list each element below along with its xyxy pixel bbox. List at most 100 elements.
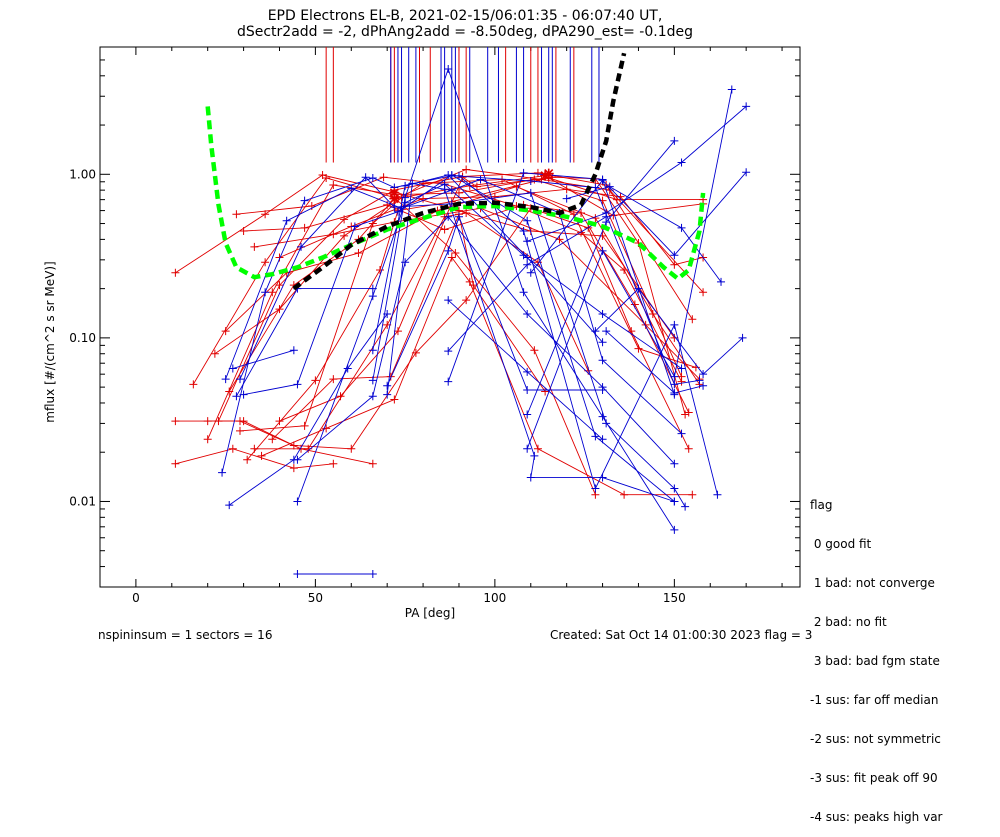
blue-plus-marker bbox=[368, 292, 377, 301]
x-axis-label: PA [deg] bbox=[405, 606, 455, 620]
red-plus-marker bbox=[329, 375, 338, 384]
red-plus-marker bbox=[376, 265, 384, 274]
red-plus-marker bbox=[329, 181, 338, 190]
blue-plus-marker bbox=[598, 309, 607, 318]
legend-item: 3 bad: bad fgm state bbox=[810, 654, 940, 668]
blue-plus-marker bbox=[634, 284, 643, 293]
red-plus-marker bbox=[311, 376, 320, 385]
red-plus-marker bbox=[677, 377, 686, 386]
red-plus-marker bbox=[236, 426, 244, 435]
blue-plus-marker bbox=[444, 65, 453, 74]
red-plus-marker bbox=[462, 165, 471, 174]
blue-plus-marker bbox=[519, 168, 528, 177]
blue-sweep-line bbox=[372, 67, 675, 531]
red-plus-marker bbox=[577, 208, 586, 217]
blue-plus-marker bbox=[218, 468, 227, 477]
blue-plus-marker bbox=[602, 419, 611, 428]
blue-plus-marker bbox=[343, 364, 352, 373]
axis-labels: 0 50 100 150 0.01 0.10 1.00 PA [deg] mflux [#/(c… bbox=[43, 167, 686, 620]
blue-sweep-line bbox=[447, 216, 607, 352]
red-plus-marker bbox=[684, 444, 693, 453]
red-plus-marker bbox=[225, 387, 234, 396]
legend-title: flag bbox=[810, 498, 833, 512]
red-plus-marker bbox=[250, 242, 259, 251]
blue-sweep-line bbox=[527, 106, 747, 242]
red-plus-marker bbox=[318, 171, 327, 180]
red-plus-marker bbox=[386, 372, 395, 381]
red-sweep-line bbox=[271, 212, 546, 440]
blue-plus-marker bbox=[677, 158, 686, 167]
red-sweep-line bbox=[246, 177, 704, 460]
red-plus-marker bbox=[688, 490, 697, 499]
blue-plus-marker bbox=[526, 473, 535, 482]
blue-plus-marker bbox=[444, 377, 453, 386]
blue-plus-marker bbox=[228, 364, 237, 373]
y-tick-label: 0.10 bbox=[69, 331, 96, 345]
red-star-marker bbox=[389, 193, 400, 204]
red-plus-marker bbox=[275, 281, 284, 290]
blue-sweep-line bbox=[386, 215, 603, 391]
red-sweep-line bbox=[261, 256, 693, 496]
blue-plus-marker bbox=[393, 207, 402, 216]
red-plus-marker bbox=[458, 173, 467, 182]
blue-plus-marker bbox=[293, 455, 302, 464]
legend-item: -4 sus: peaks high var bbox=[810, 810, 943, 824]
blue-plus-marker bbox=[444, 296, 453, 305]
blue-plus-marker bbox=[670, 484, 679, 493]
blue-plus-marker bbox=[602, 208, 611, 217]
red-plus-marker bbox=[598, 231, 607, 240]
blue-plus-marker bbox=[368, 376, 377, 385]
red-plus-marker bbox=[688, 315, 697, 324]
red-plus-marker bbox=[300, 223, 309, 232]
blue-plus-marker bbox=[519, 288, 528, 297]
blue-plus-marker bbox=[297, 242, 306, 251]
red-plus-marker bbox=[189, 380, 198, 389]
chart-title-line-2: dSectr2add = -2, dPhAng2add = -8.50deg, … bbox=[236, 24, 694, 40]
blue-sweep-line bbox=[232, 349, 294, 369]
blue-plus-marker bbox=[526, 268, 535, 277]
red-plus-marker bbox=[681, 410, 690, 419]
y-tick-label: 0.01 bbox=[69, 494, 96, 508]
flag-legend: flag 0 good fit 1 bad: not converge 2 ba… bbox=[810, 473, 942, 837]
red-plus-marker bbox=[648, 309, 657, 318]
red-plus-marker bbox=[275, 253, 284, 262]
red-sweep-line bbox=[175, 448, 334, 469]
red-plus-marker bbox=[440, 225, 449, 234]
red-plus-marker bbox=[171, 417, 180, 426]
chart-title-line-1: EPD Electrons EL-B, 2021-02-15/06:01:35 … bbox=[267, 8, 663, 24]
red-plus-marker bbox=[268, 288, 277, 297]
blue-plus-marker bbox=[261, 288, 270, 297]
red-plus-marker bbox=[530, 346, 539, 355]
blue-plus-marker bbox=[523, 260, 532, 269]
red-plus-marker bbox=[275, 417, 284, 426]
red-plus-marker bbox=[239, 417, 248, 426]
blue-plus-marker bbox=[738, 333, 747, 342]
x-tick-label: 0 bbox=[132, 591, 140, 605]
blue-plus-marker bbox=[670, 525, 679, 534]
red-plus-marker bbox=[684, 408, 693, 417]
blue-plus-marker bbox=[670, 251, 679, 260]
red-plus-marker bbox=[462, 296, 471, 305]
blue-plus-marker bbox=[444, 246, 453, 255]
blue-plus-marker bbox=[282, 216, 291, 225]
blue-plus-marker bbox=[591, 484, 600, 493]
blue-plus-marker bbox=[300, 196, 309, 205]
red-star-marker bbox=[389, 187, 400, 198]
black-fit-curve bbox=[292, 52, 627, 291]
blue-plus-marker bbox=[401, 181, 410, 190]
red-sweep-line bbox=[207, 178, 682, 440]
legend-item: 2 bad: no fit bbox=[810, 615, 887, 629]
red-plus-marker bbox=[472, 182, 481, 191]
red-plus-marker bbox=[641, 320, 650, 329]
red-plus-marker bbox=[347, 444, 356, 453]
blue-plus-marker bbox=[677, 223, 686, 232]
blue-plus-marker bbox=[523, 253, 532, 262]
blue-plus-marker bbox=[598, 246, 607, 255]
red-sweep-line bbox=[225, 186, 700, 385]
red-plus-marker bbox=[699, 288, 708, 297]
red-plus-marker bbox=[634, 344, 643, 353]
x-tick-label: 100 bbox=[483, 591, 506, 605]
blue-plus-marker bbox=[699, 381, 708, 390]
blue-plus-marker bbox=[602, 218, 611, 227]
red-plus-marker bbox=[451, 249, 460, 258]
